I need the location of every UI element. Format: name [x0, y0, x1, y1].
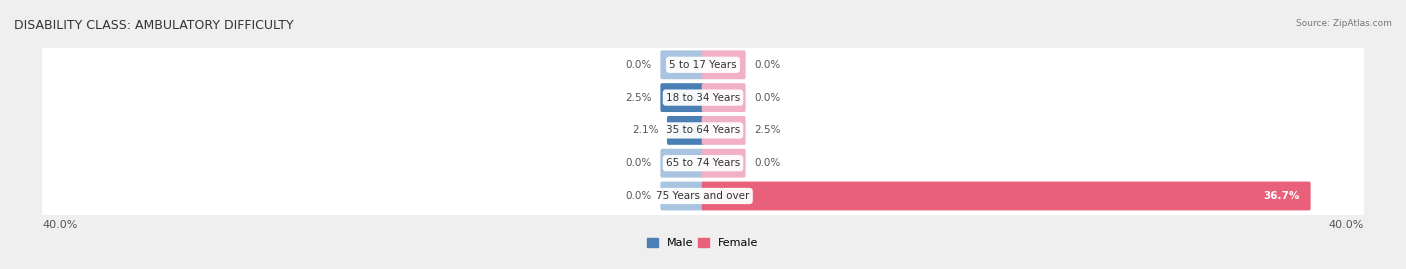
Text: 35 to 64 Years: 35 to 64 Years: [666, 125, 740, 135]
FancyBboxPatch shape: [42, 144, 1364, 182]
Text: 0.0%: 0.0%: [754, 158, 780, 168]
FancyBboxPatch shape: [42, 177, 1364, 215]
Text: 36.7%: 36.7%: [1263, 191, 1299, 201]
Text: 40.0%: 40.0%: [1329, 220, 1364, 230]
Text: 65 to 74 Years: 65 to 74 Years: [666, 158, 740, 168]
Text: 0.0%: 0.0%: [626, 191, 652, 201]
FancyBboxPatch shape: [661, 182, 704, 210]
FancyBboxPatch shape: [661, 83, 704, 112]
FancyBboxPatch shape: [666, 116, 704, 145]
Text: 18 to 34 Years: 18 to 34 Years: [666, 93, 740, 102]
Text: 2.5%: 2.5%: [754, 125, 780, 135]
Text: 0.0%: 0.0%: [626, 60, 652, 70]
FancyBboxPatch shape: [42, 46, 1364, 84]
FancyBboxPatch shape: [702, 182, 1310, 210]
Text: 2.5%: 2.5%: [626, 93, 652, 102]
FancyBboxPatch shape: [42, 79, 1364, 117]
Text: DISABILITY CLASS: AMBULATORY DIFFICULTY: DISABILITY CLASS: AMBULATORY DIFFICULTY: [14, 19, 294, 32]
FancyBboxPatch shape: [661, 149, 704, 178]
FancyBboxPatch shape: [702, 149, 745, 178]
Text: 75 Years and over: 75 Years and over: [657, 191, 749, 201]
FancyBboxPatch shape: [42, 111, 1364, 149]
Text: 0.0%: 0.0%: [626, 158, 652, 168]
Text: 0.0%: 0.0%: [754, 93, 780, 102]
Text: 2.1%: 2.1%: [631, 125, 658, 135]
FancyBboxPatch shape: [661, 50, 704, 79]
FancyBboxPatch shape: [702, 83, 745, 112]
FancyBboxPatch shape: [702, 50, 745, 79]
Text: Source: ZipAtlas.com: Source: ZipAtlas.com: [1296, 19, 1392, 28]
Text: 40.0%: 40.0%: [42, 220, 77, 230]
Legend: Male, Female: Male, Female: [643, 233, 763, 253]
Text: 0.0%: 0.0%: [754, 60, 780, 70]
Text: 5 to 17 Years: 5 to 17 Years: [669, 60, 737, 70]
FancyBboxPatch shape: [702, 116, 745, 145]
